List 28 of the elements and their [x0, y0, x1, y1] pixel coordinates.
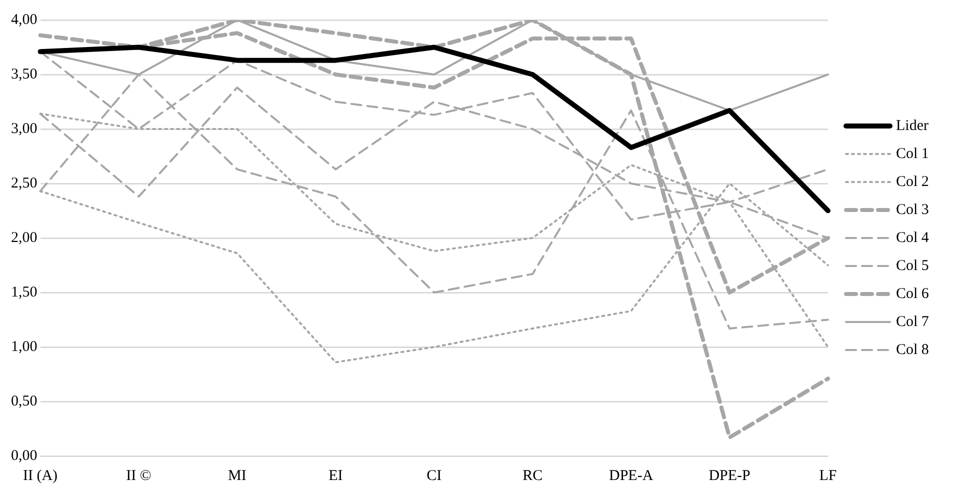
y-tick-label: 0,50 [11, 393, 38, 410]
legend-label: Col 2 [896, 174, 929, 190]
x-tick-label: DPE-A [608, 468, 654, 484]
legend-label: Col 4 [896, 230, 930, 246]
y-tick-label: 2,50 [11, 175, 38, 192]
y-tick-label: 2,00 [11, 230, 38, 246]
legend-label: Col 7 [896, 314, 930, 330]
x-tick-label: RC [522, 468, 543, 484]
legend-label: Col 8 [896, 342, 929, 358]
x-tick-label: MI [228, 468, 246, 484]
legend-label: Col 5 [896, 258, 929, 274]
x-tick-label: CI [426, 468, 442, 484]
y-tick-label: 1,00 [11, 338, 38, 355]
x-tick-label: II (A) [22, 468, 58, 484]
legend-label: Col 6 [896, 286, 930, 302]
y-tick-label: 3,50 [11, 66, 38, 82]
line-series [38, 20, 830, 440]
legend-label: Lider [896, 118, 928, 134]
y-tick-label: 1,50 [11, 284, 38, 300]
y-tick-label: 4,00 [11, 12, 38, 28]
x-tick-label: EI [328, 468, 343, 484]
y-tick-label: 3,00 [11, 120, 38, 137]
x-tick-label: LF [819, 468, 837, 484]
legend-label: Col 3 [896, 202, 929, 218]
x-tick-label: DPE-P [708, 468, 750, 484]
legend-label: Col 1 [896, 146, 929, 162]
x-tick-label: II © [126, 468, 152, 484]
y-tick-label: 0,00 [11, 448, 38, 464]
